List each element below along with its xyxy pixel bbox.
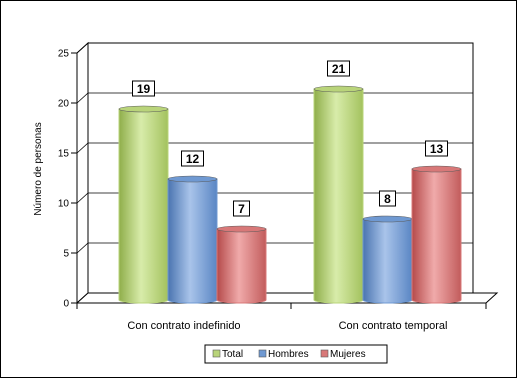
legend-swatch (320, 349, 329, 358)
data-label-box (181, 150, 204, 167)
data-label-0-1: 21 (327, 60, 350, 77)
gridline-side (76, 142, 89, 154)
data-label-1-0: 12 (181, 150, 204, 167)
legend-label: Total (222, 349, 243, 360)
data-label-text: 8 (384, 192, 391, 206)
data-label-0-0: 19 (132, 80, 155, 97)
bar-body (167, 178, 218, 304)
bar-2-0 (216, 225, 267, 304)
bar-body (411, 168, 462, 304)
category-labels: Con contrato indefinido Con contrato temp… (76, 303, 487, 332)
y-tick-label: 5 (63, 249, 69, 260)
bars (118, 85, 462, 304)
legend: Total Hombres Mujeres (204, 344, 388, 364)
bar-0-0 (118, 105, 169, 304)
y-tick-label: 10 (58, 199, 70, 210)
bar-body (362, 218, 413, 304)
y-tick-label: 20 (58, 99, 70, 110)
gridline-side (76, 192, 89, 204)
left-wall (76, 41, 89, 305)
data-label-box (132, 80, 155, 97)
data-label-text: 13 (430, 142, 444, 156)
bar-0-1 (313, 85, 364, 304)
y-tick-label: 0 (63, 299, 69, 310)
bar-top (411, 165, 462, 173)
legend-swatch (212, 349, 221, 358)
legend-swatch (258, 349, 267, 358)
legend-label: Mujeres (330, 349, 366, 360)
bar-1-0 (167, 175, 218, 304)
bar-top (362, 215, 413, 223)
legend-box (204, 344, 388, 364)
y-axis-ticks: 0 5 10 15 20 25 (58, 49, 77, 310)
data-labels: 19 12 7 21 8 13 (132, 60, 448, 217)
data-label-box (327, 60, 350, 77)
bar-top (118, 105, 169, 113)
data-label-box (379, 190, 396, 207)
bar-1-1 (362, 215, 413, 304)
data-label-2-0: 7 (233, 200, 250, 217)
gridline-side (76, 42, 89, 54)
data-label-box (425, 140, 448, 157)
bar-top (313, 85, 364, 93)
bar-2-1 (411, 165, 462, 304)
y-axis-label: Número de personas (33, 122, 44, 215)
bar-top (216, 225, 267, 233)
data-label-text: 19 (137, 82, 151, 96)
gridline-side (76, 92, 89, 104)
category-label: Con contrato indefinido (127, 320, 240, 332)
legend-label: Hombres (268, 349, 309, 360)
bar-body (313, 88, 364, 304)
data-label-2-1: 13 (425, 140, 448, 157)
legend-items: Total Hombres Mujeres (212, 349, 366, 360)
bar-body (216, 228, 267, 304)
y-tick-label: 25 (58, 49, 70, 60)
gridline-side (76, 242, 89, 254)
y-tick-label: 15 (58, 149, 70, 160)
bar-top (167, 175, 218, 183)
data-label-text: 21 (332, 62, 346, 76)
bar-body (118, 108, 169, 304)
data-label-1-1: 8 (379, 190, 396, 207)
data-label-text: 7 (238, 202, 245, 216)
category-label: Con contrato temporal (339, 320, 448, 332)
data-label-text: 12 (186, 152, 200, 166)
data-label-box (233, 200, 250, 217)
